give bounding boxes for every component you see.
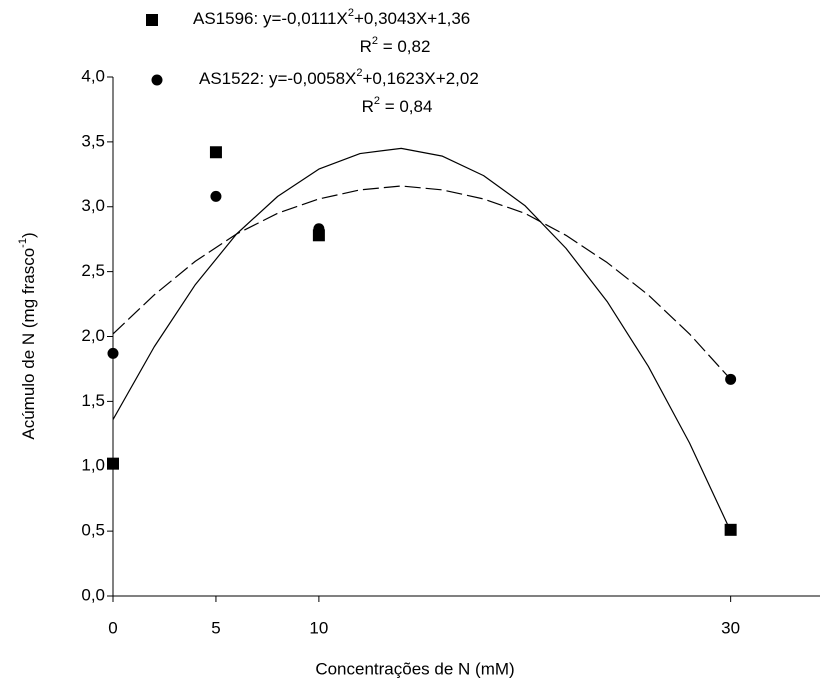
legend-sup: 2 (374, 95, 380, 107)
x-tick-label: 5 (211, 618, 220, 637)
point (313, 223, 325, 235)
point (209, 146, 222, 159)
y-tick-label: 0,5 (81, 521, 105, 540)
y-tick-label: 3,0 (81, 196, 105, 215)
legend-text: AS1596: y=-0,0111X (193, 9, 348, 28)
y-tick-label: 1,5 (81, 391, 105, 410)
point (107, 457, 119, 470)
legend-equation: AS1522: y=-0,0058X2+0,1623X+2,02 (199, 67, 479, 89)
y-tick-label: 1,0 (81, 456, 105, 475)
legend-text: R (362, 97, 374, 116)
y-tick-label: 2,0 (81, 326, 105, 345)
legend-equation: AS1596: y=-0,0111X2+0,3043X+1,36 (193, 7, 470, 29)
legend-text: R (360, 37, 372, 56)
y-tick-label: 2,5 (81, 261, 105, 280)
legend-text: +0,3043X+1,36 (354, 9, 470, 28)
y-axis-label: Acúmulo de N (mg frasco-1) (17, 232, 39, 439)
legend-text: AS1522: y=-0,0058X (199, 69, 356, 88)
y-tick-label: 3,5 (81, 131, 105, 150)
x-tick-label: 0 (108, 618, 117, 637)
point (107, 347, 119, 359)
legend-sup: 2 (356, 67, 362, 79)
x-tick-label: 30 (721, 618, 740, 637)
legend-text: = 0,84 (380, 97, 432, 116)
fit-curve (112, 185, 732, 380)
y-tick-label: 4,0 (81, 66, 105, 85)
fit-curve (112, 147, 732, 532)
y-tick-label: 0,0 (81, 585, 105, 604)
point (725, 373, 737, 385)
legend-r2: R2 = 0,82 (360, 35, 431, 57)
legend-sup: 2 (372, 35, 378, 47)
legend-text: = 0,82 (378, 37, 430, 56)
y-label-text: ) (19, 232, 38, 238)
legend-marker (146, 14, 158, 26)
legend-sup: 2 (348, 7, 354, 19)
legend-marker (151, 74, 163, 86)
point (724, 523, 737, 536)
legend-text: +0,1623X+2,02 (363, 69, 479, 88)
y-label-sup: -1 (17, 238, 29, 248)
x-axis-label: Concentrações de N (mM) (315, 659, 514, 678)
y-label-text: Acúmulo de N (mg frasco (19, 248, 38, 440)
x-tick-label: 10 (309, 618, 328, 637)
point (210, 190, 222, 202)
legend-r2: R2 = 0,84 (362, 95, 433, 117)
